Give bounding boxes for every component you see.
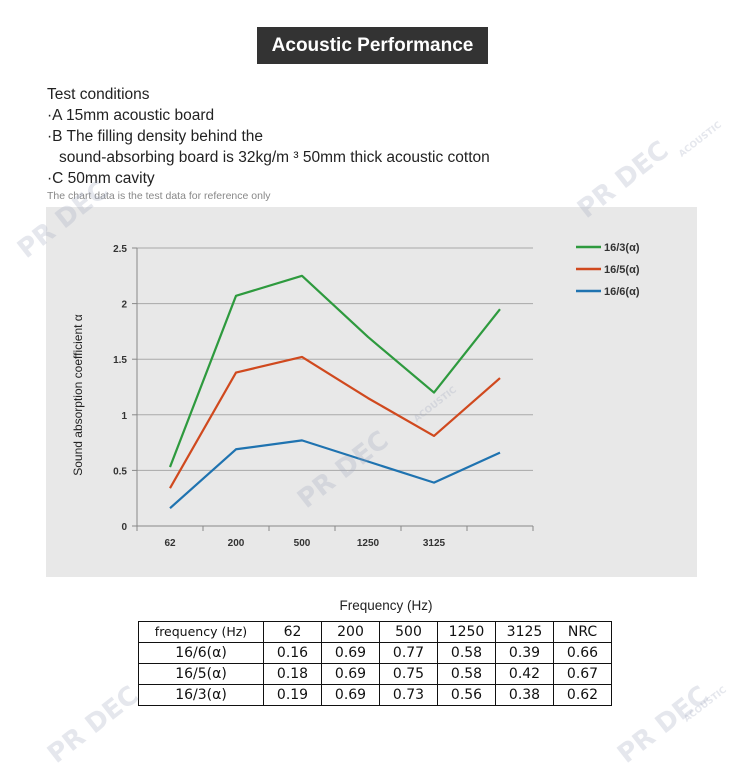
x-tick-label: 1250	[357, 538, 380, 549]
y-tick-label: 1.5	[113, 355, 127, 366]
table-header-cell: 500	[380, 622, 438, 643]
table-cell: 0.18	[264, 664, 322, 685]
table-cell: 0.69	[322, 664, 380, 685]
test-conditions: Test conditions ·A 15mm acoustic board ·…	[47, 84, 490, 189]
table-cell: 0.66	[554, 643, 612, 664]
table-cell: 0.56	[438, 685, 496, 706]
table-header-cell: 200	[322, 622, 380, 643]
table-cell: 0.77	[380, 643, 438, 664]
watermark: PR DEC	[42, 680, 144, 769]
table-cell: 0.42	[496, 664, 554, 685]
absorption-table: frequency (Hz) 62 200 500 1250 3125 NRC …	[138, 621, 612, 706]
x-tick-label: 3125	[423, 538, 446, 549]
table-cell: 0.58	[438, 643, 496, 664]
table-cell: 0.19	[264, 685, 322, 706]
table-row: 16/6(α) 0.16 0.69 0.77 0.58 0.39 0.66	[139, 643, 612, 664]
x-axis-title: Frequency (Hz)	[0, 598, 750, 613]
table-row: 16/3(α) 0.19 0.69 0.73 0.56 0.38 0.62	[139, 685, 612, 706]
x-tick-label: 200	[228, 538, 245, 549]
table-cell: 16/5(α)	[139, 664, 264, 685]
table-cell: 0.39	[496, 643, 554, 664]
watermark-sub: ACOUSTIC	[677, 120, 723, 159]
table-cell: 0.73	[380, 685, 438, 706]
table-header-cell: 1250	[438, 622, 496, 643]
table-header-row: frequency (Hz) 62 200 500 1250 3125 NRC	[139, 622, 612, 643]
y-tick-label: 2	[121, 300, 127, 311]
absorption-line-chart: 0 0.5 1 1.5 2 2.5 62 200 500 1250 3125 Sound absorp…	[46, 207, 697, 577]
condition-b-line2: sound-absorbing board is 32kg/m ³ 50mm t…	[47, 147, 490, 168]
watermark: PR DEC	[612, 680, 714, 769]
table-row: 16/5(α) 0.18 0.69 0.75 0.58 0.42 0.67	[139, 664, 612, 685]
table-cell: 0.75	[380, 664, 438, 685]
legend-label: 16/5(α)	[604, 264, 640, 276]
table-header-cell: NRC	[554, 622, 612, 643]
table-cell: 16/6(α)	[139, 643, 264, 664]
condition-c: ·C 50mm cavity	[47, 168, 490, 189]
x-tick-label: 500	[294, 538, 311, 549]
series-line	[170, 276, 500, 467]
table-cell: 0.58	[438, 664, 496, 685]
condition-b-line1: ·B The filling density behind the	[47, 126, 490, 147]
table-cell: 0.62	[554, 685, 612, 706]
table-header-cell: 3125	[496, 622, 554, 643]
x-tick-label: 62	[164, 538, 176, 549]
y-tick-label: 1	[121, 411, 127, 422]
table-cell: 0.38	[496, 685, 554, 706]
condition-a: ·A 15mm acoustic board	[47, 105, 490, 126]
table-header-cell: frequency (Hz)	[139, 622, 264, 643]
table-cell: 0.69	[322, 643, 380, 664]
legend-label: 16/6(α)	[604, 286, 640, 298]
table-cell: 0.16	[264, 643, 322, 664]
page-title: Acoustic Performance	[257, 27, 488, 64]
y-tick-label: 2.5	[113, 244, 127, 255]
y-tick-label: 0.5	[113, 466, 127, 477]
y-tick-label: 0	[121, 522, 127, 533]
y-axis-title: Sound absorption coefficient α	[71, 314, 85, 476]
table-header-cell: 62	[264, 622, 322, 643]
table-cell: 0.67	[554, 664, 612, 685]
legend-label: 16/3(α)	[604, 242, 640, 254]
table-cell: 0.69	[322, 685, 380, 706]
table-cell: 16/3(α)	[139, 685, 264, 706]
conditions-heading: Test conditions	[47, 84, 490, 105]
